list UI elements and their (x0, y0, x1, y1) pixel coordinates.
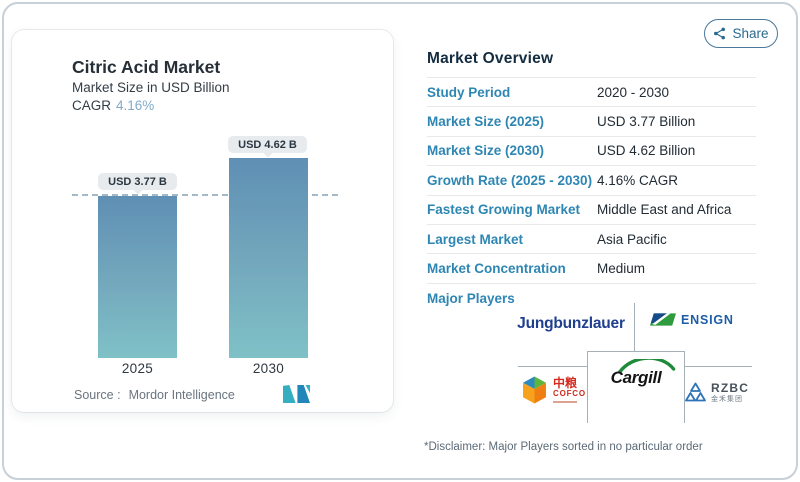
rzbc-triangle-icon (685, 383, 706, 402)
cofco-cube-icon (523, 376, 546, 404)
bar-label-2025: USD 3.77 B (98, 173, 177, 190)
chart-card: Citric Acid Market Market Size in USD Bi… (12, 30, 393, 412)
bar-2030 (229, 158, 308, 358)
players-grid-vertical-line (634, 303, 636, 351)
row-label: Study Period (427, 84, 511, 100)
cargill-logo-text: Cargill (610, 368, 662, 387)
row-label: Market Size (2025) (427, 114, 545, 130)
chart-title: Citric Acid Market (72, 57, 221, 77)
row-value: Asia Pacific (597, 231, 667, 247)
bar-label-2025-text: USD 3.77 B (108, 175, 167, 188)
x-axis-label-2025: 2025 (121, 361, 154, 376)
share-icon (714, 27, 726, 40)
cargill-logo: Cargill (610, 359, 676, 388)
chart-cagr-line: CAGR 4.16% (72, 98, 154, 113)
table-row-growth-rate: Growth Rate (2025 - 2030) 4.16% CAGR (427, 166, 756, 196)
rzbc-logo: RZBC 金禾集团 (685, 381, 750, 404)
ensign-logo: ENSIGN (650, 312, 734, 327)
table-row-study-period: Study Period 2020 - 2030 (427, 77, 756, 108)
cofco-logo-text: 中粮 COFCO (553, 375, 586, 404)
ensign-flag-icon (650, 313, 676, 326)
bar-label-2030: USD 4.62 B (228, 136, 307, 153)
ensign-logo-text: ENSIGN (681, 312, 734, 327)
cofco-logo: 中粮 COFCO (522, 376, 586, 404)
cagr-label: CAGR (72, 98, 112, 113)
cargill-logo-box: Cargill (587, 351, 685, 423)
table-row-market-concentration: Market Concentration Medium (427, 254, 756, 284)
share-button[interactable]: Share (704, 19, 778, 48)
x-axis-label-2030: 2030 (252, 361, 285, 376)
table-row-fastest-growing-market: Fastest Growing Market Middle East and A… (427, 196, 756, 225)
chart-subtitle: Market Size in USD Billion (72, 80, 230, 95)
source-label: Source : (74, 388, 121, 402)
players-disclaimer: *Disclaimer: Major Players sorted in no … (424, 441, 703, 453)
source-attribution: Source : Mordor Intelligence (74, 388, 235, 402)
table-row-largest-market: Largest Market Asia Pacific (427, 225, 756, 255)
table-row-market-size-2030: Market Size (2030) USD 4.62 Billion (427, 137, 756, 167)
row-value: USD 3.77 Billion (597, 114, 696, 130)
row-value: 2020 - 2030 (597, 84, 670, 100)
reference-dashed-line (72, 194, 338, 196)
table-row-market-size-2025: Market Size (2025) USD 3.77 Billion (427, 107, 756, 137)
source-name: Mordor Intelligence (128, 388, 235, 402)
row-label: Largest Market (427, 231, 524, 247)
row-label: Market Concentration (427, 261, 566, 277)
jungbunzlauer-logo: Jungbunzlauer (517, 315, 625, 332)
rzbc-english-text: RZBC (711, 381, 750, 395)
players-grid-left-line (518, 366, 587, 368)
row-value: 4.16% CAGR (597, 172, 679, 188)
cofco-tagline-strip (553, 400, 577, 404)
row-value: Medium (597, 261, 646, 277)
cargill-swoosh-icon (617, 359, 676, 373)
bar-label-2030-text: USD 4.62 B (238, 138, 297, 151)
major-players-heading: Major Players (427, 291, 515, 306)
row-label: Growth Rate (2025 - 2030) (427, 172, 593, 188)
share-button-label: Share (732, 26, 769, 41)
cofco-chinese-text: 中粮 (553, 375, 578, 390)
rzbc-logo-text: RZBC 金禾集团 (711, 381, 750, 404)
players-grid-right-line (684, 366, 752, 368)
row-value: USD 4.62 Billion (597, 143, 696, 159)
cagr-value: 4.16% (116, 98, 155, 113)
row-label: Fastest Growing Market (427, 202, 581, 218)
cofco-english-text: COFCO (553, 388, 586, 398)
row-label: Market Size (2030) (427, 143, 545, 159)
market-overview-heading: Market Overview (427, 50, 554, 67)
bar-2025 (98, 196, 177, 358)
rzbc-chinese-text: 金禾集团 (711, 395, 743, 403)
market-overview-table: Study Period 2020 - 2030 Market Size (20… (427, 77, 756, 284)
mordor-intelligence-logo-icon (283, 385, 310, 403)
row-value: Middle East and Africa (597, 202, 732, 218)
